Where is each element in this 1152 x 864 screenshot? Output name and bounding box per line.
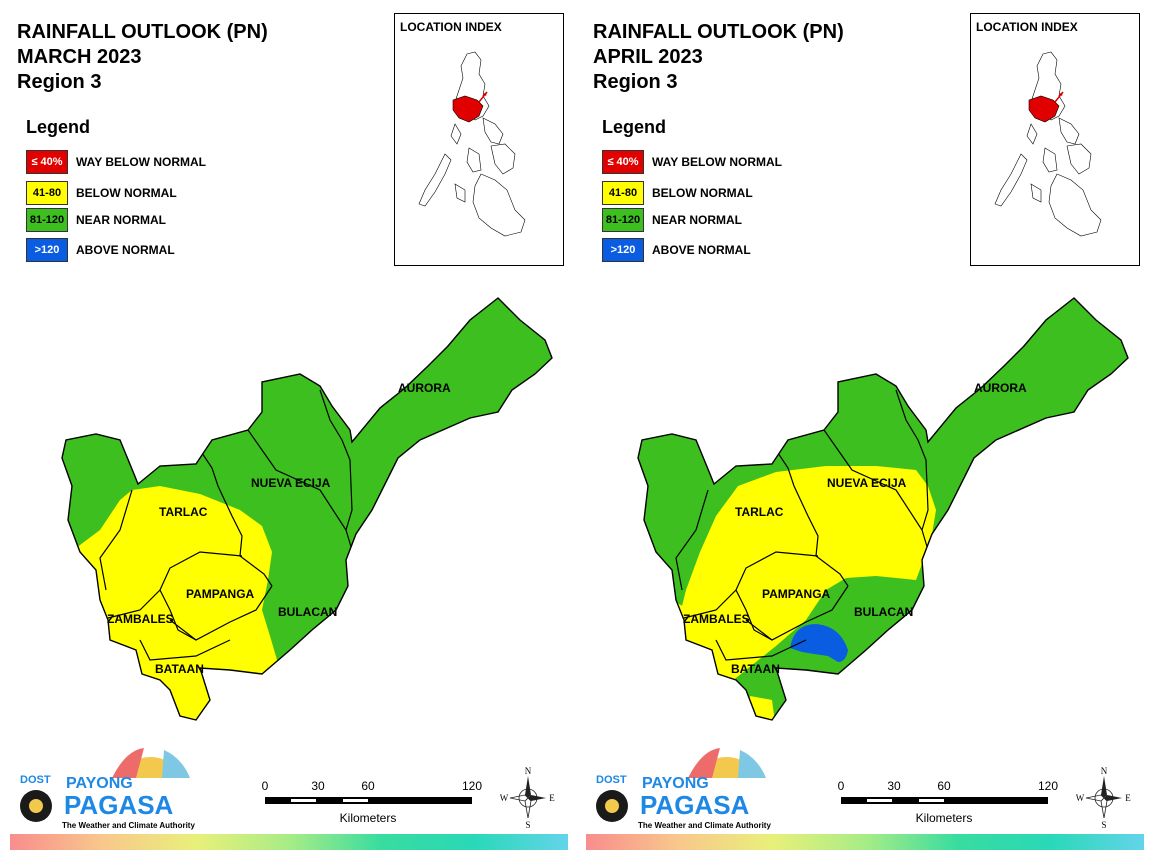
legend-title: Legend (26, 117, 91, 137)
north-arrow-icon: N S W E (500, 766, 555, 830)
legend-label: WAY BELOW NORMAL (652, 155, 783, 169)
map-title: RAINFALL OUTLOOK (PN) (17, 21, 268, 43)
logo-pagasa: PAGASA (64, 790, 174, 820)
map-month: APRIL 2023 (593, 46, 703, 68)
legend-swatch: 41-80 (26, 181, 68, 205)
map-region: Region 3 (593, 71, 678, 93)
province-label-zambales: ZAMBALES (683, 612, 750, 626)
logo-tagline: The Weather and Climate Authority (638, 821, 771, 830)
color-bar (586, 834, 1144, 850)
svg-text:S: S (1101, 820, 1106, 830)
legend-item-below-normal: 41-80 BELOW NORMAL (602, 180, 753, 206)
scale-tick: 60 (937, 779, 951, 793)
legend-item-above-normal: >120 ABOVE NORMAL (26, 237, 175, 263)
legend-label: ABOVE NORMAL (652, 243, 751, 257)
scale-tick: 120 (1038, 779, 1058, 793)
svg-text:N: N (1101, 766, 1108, 776)
province-label-bataan: BATAAN (731, 662, 780, 676)
svg-text:E: E (549, 793, 555, 803)
scale-unit: Kilometers (340, 811, 397, 825)
svg-text:W: W (1076, 793, 1085, 803)
region-3-map: AURORA NUEVA ECIJA TARLAC PAMPANGA BULAC… (61, 297, 553, 721)
map-region: Region 3 (17, 71, 102, 93)
legend-swatch: 41-80 (602, 181, 644, 205)
province-label-bataan: BATAAN (155, 662, 204, 676)
svg-text:W: W (500, 793, 509, 803)
map-month: MARCH 2023 (17, 46, 142, 68)
legend-swatch: ≤ 40% (602, 150, 644, 174)
pagasa-logo: DOST PAYONG PAGASA The Weather and Clima… (20, 748, 195, 830)
province-boundaries (99, 389, 353, 661)
location-index: LOCATION INDEX (970, 13, 1140, 266)
province-label-aurora: AURORA (398, 381, 451, 395)
location-index: LOCATION INDEX (394, 13, 564, 266)
legend-item-way-below-normal: ≤ 40% WAY BELOW NORMAL (26, 149, 206, 175)
legend-item-below-normal: 41-80 BELOW NORMAL (26, 180, 177, 206)
legend-item-way-below-normal: ≤ 40% WAY BELOW NORMAL (602, 149, 782, 175)
province-label-pampanga: PAMPANGA (186, 587, 255, 601)
legend-item-above-normal: >120 ABOVE NORMAL (602, 237, 751, 263)
location-index-title: LOCATION INDEX (976, 20, 1078, 34)
region-3-map: AURORA NUEVA ECIJA TARLAC PAMPANGA BULAC… (637, 297, 1129, 721)
logo-payong: PAYONG (66, 775, 133, 792)
province-label-aurora: AURORA (974, 381, 1027, 395)
scale-bar: 0 30 60 120 Kilometers (262, 779, 483, 825)
logo-payong: PAYONG (642, 775, 709, 792)
logo-pagasa: PAGASA (640, 790, 750, 820)
north-arrow-icon: N S W E (1076, 766, 1131, 830)
scale-tick: 0 (262, 779, 269, 793)
legend-label: WAY BELOW NORMAL (76, 155, 207, 169)
legend-title: Legend (602, 117, 667, 137)
province-label-nueva-ecija: NUEVA ECIJA (827, 476, 907, 490)
scale-tick: 0 (838, 779, 845, 793)
outlook-panel-march: RAINFALL OUTLOOK (PN) MARCH 2023 Region … (10, 13, 568, 850)
legend-swatch: 81-120 (602, 208, 644, 232)
outlook-panel-april: RAINFALL OUTLOOK (PN) APRIL 2023 Region … (576, 0, 1152, 864)
province-label-tarlac: TARLAC (159, 505, 208, 519)
svg-text:S: S (525, 820, 530, 830)
legend-label: ABOVE NORMAL (76, 243, 175, 257)
legend-swatch: ≤ 40% (26, 150, 68, 174)
legend-swatch: 81-120 (26, 208, 68, 232)
pagasa-logo: DOST PAYONG PAGASA The Weather and Clima… (596, 748, 771, 830)
above-normal-area (790, 624, 848, 662)
scale-tick: 30 (887, 779, 901, 793)
scale-tick: 30 (311, 779, 325, 793)
province-label-pampanga: PAMPANGA (762, 587, 831, 601)
region-3-highlight (452, 95, 484, 123)
region-3-highlight (1028, 95, 1060, 123)
below-normal-area (676, 466, 936, 686)
location-index-title: LOCATION INDEX (400, 20, 502, 34)
color-bar (10, 834, 568, 850)
legend-item-near-normal: 81-120 NEAR NORMAL (26, 207, 166, 233)
province-label-bulacan: BULACAN (278, 605, 337, 619)
title-block: RAINFALL OUTLOOK (PN) APRIL 2023 Region … (593, 20, 844, 95)
legend-label: NEAR NORMAL (652, 213, 742, 227)
logo-dost: DOST (596, 774, 627, 786)
svg-text:N: N (525, 766, 532, 776)
map-title: RAINFALL OUTLOOK (PN) (593, 21, 844, 43)
legend-item-near-normal: 81-120 NEAR NORMAL (602, 207, 742, 233)
logo-dost: DOST (20, 774, 51, 786)
legend-label: BELOW NORMAL (76, 186, 177, 200)
logo-tagline: The Weather and Climate Authority (62, 821, 195, 830)
province-boundaries (675, 389, 929, 661)
scale-bar: 0 30 60 120 Kilometers (838, 779, 1059, 825)
title-block: RAINFALL OUTLOOK (PN) MARCH 2023 Region … (17, 20, 268, 95)
legend-swatch: >120 (602, 238, 644, 262)
location-index-map (994, 51, 1102, 237)
svg-text:E: E (1125, 793, 1131, 803)
province-label-nueva-ecija: NUEVA ECIJA (251, 476, 331, 490)
province-label-bulacan: BULACAN (854, 605, 913, 619)
province-label-tarlac: TARLAC (735, 505, 784, 519)
legend-swatch: >120 (26, 238, 68, 262)
location-index-map (418, 51, 526, 237)
scale-unit: Kilometers (916, 811, 973, 825)
legend-label: NEAR NORMAL (76, 213, 166, 227)
legend-label: BELOW NORMAL (652, 186, 753, 200)
scale-tick: 120 (462, 779, 482, 793)
scale-tick: 60 (361, 779, 375, 793)
province-label-zambales: ZAMBALES (107, 612, 174, 626)
